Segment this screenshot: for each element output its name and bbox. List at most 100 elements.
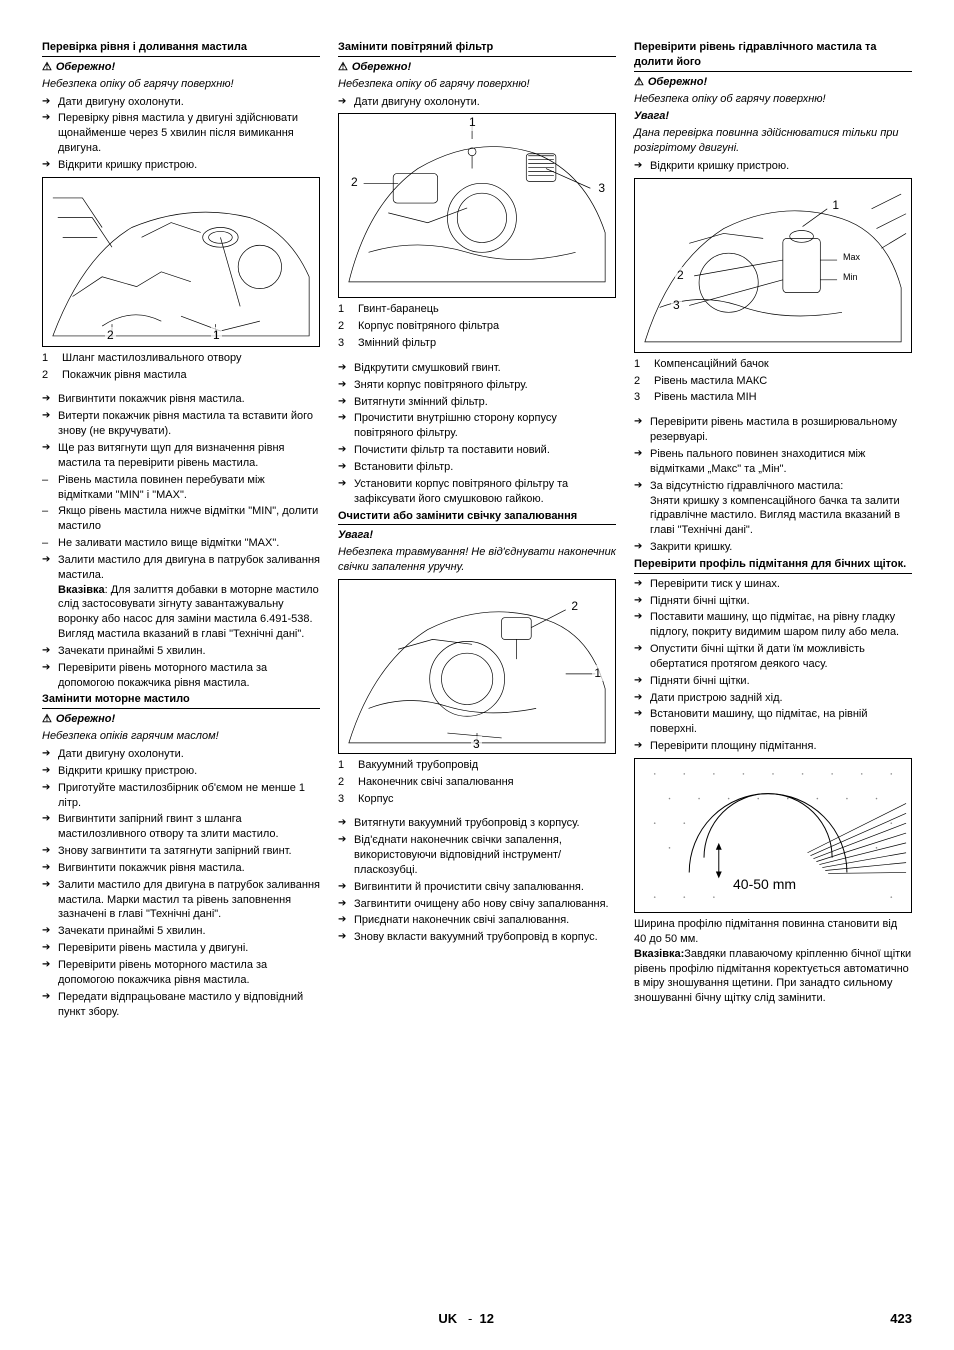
figure-callout: 2 [349, 174, 360, 190]
legend-list: 1Шланг мастилозливального отвору 2Покажч… [42, 351, 320, 383]
step-item: Установити корпус повітряного фільтру та… [338, 477, 616, 507]
body-text: Ширина профілю підмітання повинна станов… [634, 917, 912, 947]
section-title: Перевірити рівень гідравлічного мастила … [634, 40, 912, 72]
step-list: Відкрити кришку пристрою. [634, 159, 912, 174]
step-item: Знову загвинтити та затягнути запірний г… [42, 844, 320, 859]
column-2: Замінити повітряний фільтр Обережно! Неб… [338, 38, 616, 1021]
figure-callout: 2 [675, 267, 686, 283]
body-text: Вказівка:Завдяки плаваючому кріпленню бі… [634, 947, 912, 1006]
figure-spark-plug: 1 2 3 [338, 579, 616, 754]
step-item: За відсутністю гідравлічного мастила: Зн… [634, 479, 912, 538]
footer-center: UK - 12 [438, 1310, 494, 1328]
step-list: Перевірити рівень мастила в розширювальн… [634, 415, 912, 555]
legend-item: 1Гвинт-баранець [338, 302, 616, 317]
step-item: Зачекати принаймі 5 хвилин. [42, 644, 320, 659]
step-item: Перевірити рівень мастила в розширювальн… [634, 415, 912, 445]
legend-item: 3Рівень мастила МІН [634, 390, 912, 405]
figure-air-filter: 1 2 3 [338, 113, 616, 298]
step-item: Перевірити рівень мастила у двигуні. [42, 941, 320, 956]
column-3: Перевірити рівень гідравлічного мастила … [634, 38, 912, 1021]
legend-item: 2Наконечник свічі запалювання [338, 775, 616, 790]
page-footer: UK - 12 423 [42, 1310, 912, 1328]
page-columns: Перевірка рівня і доливання мастила Обер… [42, 38, 912, 1021]
step-item: Перевірку рівня мастила у двигуні здійсн… [42, 111, 320, 156]
section-title: Замінити повітряний фільтр [338, 40, 616, 57]
step-item: Встановити фільтр. [338, 460, 616, 475]
step-list: Дати двигуну охолонути. Перевірку рівня … [42, 95, 320, 173]
dash-list: Рівень мастила повинен перебувати між ві… [42, 473, 320, 551]
step-item: Дати двигуну охолонути. [42, 747, 320, 762]
step-item: Від'єднати наконечник свічки запалення, … [338, 833, 616, 878]
legend-list: 1Гвинт-баранець 2Корпус повітряного філь… [338, 302, 616, 351]
warning-label: Обережно! [338, 60, 616, 75]
step-item: Залити мастило для двигуна в патрубок за… [42, 553, 320, 642]
step-item: Прочистити внутрішню сторону корпусу пов… [338, 411, 616, 441]
step-item: Витерти покажчик рівня мастила та встави… [42, 409, 320, 439]
step-item: Вигвинтити й прочистити свічу запалюванн… [338, 880, 616, 895]
dash-item: Не заливати мастило вище відмітки "MAX". [42, 536, 320, 551]
step-item: Залити мастило для двигуна в патрубок за… [42, 878, 320, 923]
figure-hydraulic-oil: 1 2 3 Max Min [634, 178, 912, 353]
step-list: Вигвинтити покажчик рівня мастила. Витер… [42, 392, 320, 470]
step-item: Загвинтити очищену або нову свічу запалю… [338, 897, 616, 912]
figure-callout: 3 [671, 297, 682, 313]
step-item: Дати двигуну охолонути. [42, 95, 320, 110]
step-item: Вигвинтити покажчик рівня мастила. [42, 861, 320, 876]
figure-callout: 2 [569, 598, 580, 614]
step-item: Перевірити тиск у шинах. [634, 577, 912, 592]
legend-item: 3Змінний фільтр [338, 336, 616, 351]
footer-page-number: 423 [890, 1310, 912, 1328]
step-item: Перевірити площину підмітання. [634, 739, 912, 754]
danger-text: Небезпека опіку об гарячу поверхню! [634, 92, 912, 107]
legend-item: 1Компенсаційний бачок [634, 357, 912, 372]
legend-list: 1Компенсаційний бачок 2Рівень мастила МА… [634, 357, 912, 406]
attention-text: Дана перевірка повинна здійснюватися тіл… [634, 126, 912, 156]
danger-text: Небезпека травмування! Не від'єднувати н… [338, 545, 616, 575]
figure-callout: 3 [471, 736, 482, 752]
step-item: Витягнути вакуумний трубопровід з корпус… [338, 816, 616, 831]
step-item: Відкрити кришку пристрою. [42, 158, 320, 173]
step-item: Вигвинтити покажчик рівня мастила. [42, 392, 320, 407]
legend-item: 2Корпус повітряного фільтра [338, 319, 616, 334]
legend-item: 1Шланг мастилозливального отвору [42, 351, 320, 366]
step-list: Дати двигуну охолонути. Відкрити кришку … [42, 747, 320, 1019]
step-item: Рівень пального повинен знаходитися між … [634, 447, 912, 477]
warning-label: Обережно! [634, 75, 912, 90]
step-item: Підняти бічні щітки. [634, 594, 912, 609]
figure-oil-dipstick: 1 2 [42, 177, 320, 347]
section-title: Замінити моторне мастило [42, 692, 320, 709]
hint-label: Вказівка: [634, 948, 684, 960]
step-item: Опустити бічні щітки й дати їм можливіст… [634, 642, 912, 672]
section-title: Перевірити профіль підмітання для бічних… [634, 557, 912, 574]
step-item: Витягнути змінний фільтр. [338, 395, 616, 410]
step-item: Підняти бічні щітки. [634, 674, 912, 689]
step-item: Відкрити кришку пристрою. [42, 764, 320, 779]
step-item: Знову вкласти вакуумний трубопровід в ко… [338, 930, 616, 945]
column-1: Перевірка рівня і доливання мастила Обер… [42, 38, 320, 1021]
step-item: Дати пристрою задній хід. [634, 691, 912, 706]
step-item: Вигвинтити запірний гвинт з шланга масти… [42, 812, 320, 842]
step-item: Приєднати наконечник свічі запалювання. [338, 913, 616, 928]
step-item: Поставити машину, що підмітає, на рівну … [634, 610, 912, 640]
step-list: Залити мастило для двигуна в патрубок за… [42, 553, 320, 691]
step-item: Ще раз витягнути щуп для визначення рівн… [42, 441, 320, 471]
step-item: Приготуйте мастилозбірник об'ємом не мен… [42, 781, 320, 811]
figure-sweep-profile: 40-50 mm [634, 758, 912, 913]
legend-item: 1Вакуумний трубопровід [338, 758, 616, 773]
step-item: Відкрити кришку пристрою. [634, 159, 912, 174]
figure-callout: 1 [592, 665, 603, 681]
step-item: Відкрутити смушковий гвинт. [338, 361, 616, 376]
step-item: Зачекати принаймі 5 хвилин. [42, 924, 320, 939]
warning-label: Обережно! [42, 712, 320, 727]
dash-item: Рівень мастила повинен перебувати між ві… [42, 473, 320, 503]
danger-text: Небезпека опіку об гарячу поверхню! [338, 77, 616, 92]
legend-item: 2Покажчик рівня мастила [42, 368, 320, 383]
danger-text: Небезпека опіку об гарячу поверхню! [42, 77, 320, 92]
step-list: Витягнути вакуумний трубопровід з корпус… [338, 816, 616, 945]
step-list: Дати двигуну охолонути. [338, 95, 616, 110]
step-item: Перевірити рівень моторного мастила за д… [42, 661, 320, 691]
legend-item: 2Рівень мастила МАКС [634, 374, 912, 389]
attention-label: Увага! [338, 528, 616, 543]
dash-item: Якщо рівень мастила нижче відмітки "MIN"… [42, 504, 320, 534]
figure-callout: 1 [467, 114, 478, 130]
